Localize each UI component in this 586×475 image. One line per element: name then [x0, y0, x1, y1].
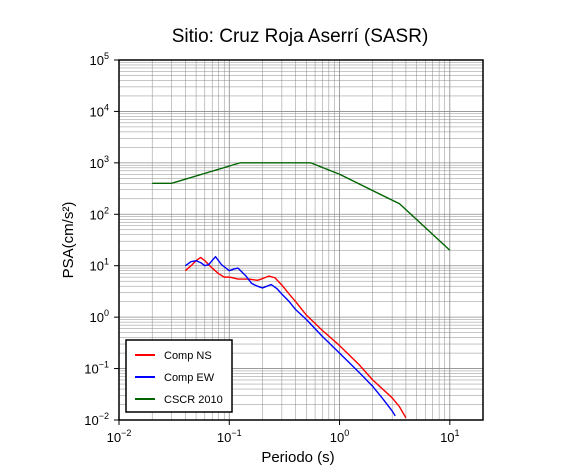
- x-tick-label: 10−1: [217, 428, 242, 445]
- y-tick-label: 100: [90, 308, 109, 325]
- y-tick-labels: 10−2 10−1 100 101 102 103 104 105: [84, 51, 119, 428]
- x-tick-label: 100: [330, 428, 349, 445]
- y-tick-label: 10−1: [84, 360, 109, 377]
- y-tick-label: 104: [90, 102, 109, 119]
- series-line-2: [184, 255, 396, 417]
- y-axis-label: PSA(cm/s²): [60, 202, 77, 279]
- plot-frame: [118, 59, 484, 421]
- y-tick-label: 103: [90, 154, 109, 171]
- legend-label-2: Comp EW: [164, 372, 215, 384]
- x-tick-label: 10−2: [107, 428, 132, 445]
- legend-label-3: CSCR 2010: [164, 394, 223, 406]
- legend-label-1: Comp NS: [164, 350, 212, 362]
- series-line-3: [152, 162, 451, 251]
- series-layer: [152, 162, 451, 419]
- legend: Comp NS Comp EW CSCR 2010: [125, 339, 233, 413]
- x-axis-label: Periodo (s): [261, 449, 334, 466]
- grid: [119, 60, 483, 420]
- x-tick-labels: 10−2 10−1 100 101: [107, 420, 460, 445]
- x-tick-label: 101: [440, 428, 459, 445]
- series-line-1: [184, 256, 407, 419]
- y-tick-label: 102: [90, 205, 109, 222]
- y-tick-label: 101: [90, 257, 109, 274]
- chart-title: Sitio: Cruz Roja Aserrí (SASR): [172, 26, 429, 47]
- y-tick-label: 105: [90, 51, 109, 68]
- y-tick-label: 10−2: [84, 411, 109, 428]
